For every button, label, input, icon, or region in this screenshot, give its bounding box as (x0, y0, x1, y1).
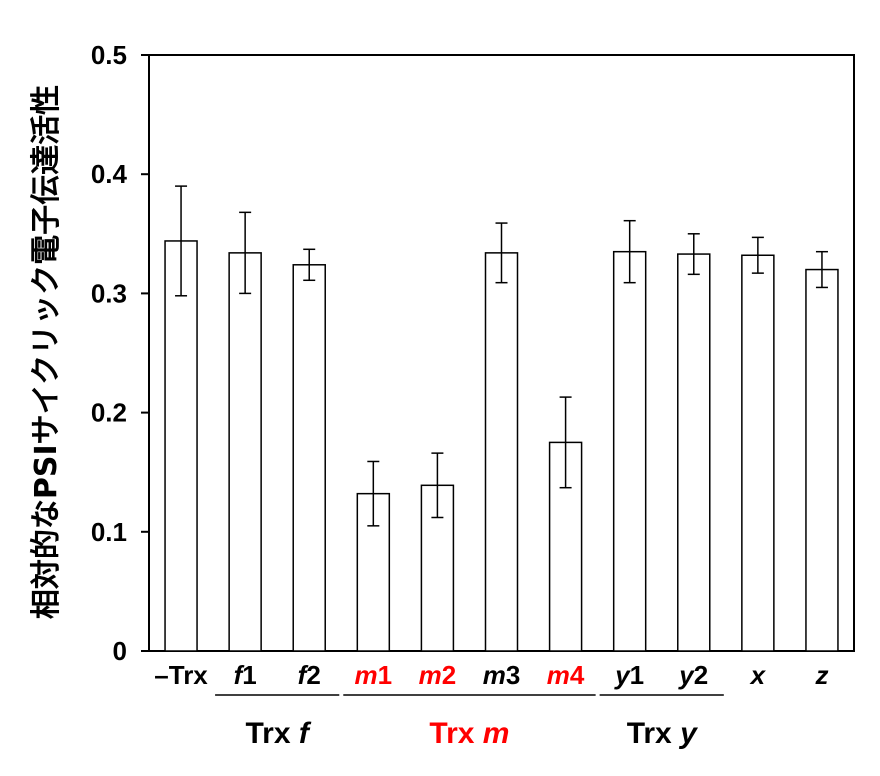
bar (677, 253, 711, 652)
group-label: Trx f (245, 717, 311, 750)
x-tick-label: y1 (613, 660, 644, 690)
bar (741, 254, 775, 652)
y-tick-label: 0.1 (91, 517, 127, 547)
x-tick-label-suffix: 2 (306, 660, 320, 690)
bar (164, 240, 198, 652)
x-tick-label: f1 (234, 660, 257, 690)
x-tick-label-italic: y (677, 660, 695, 690)
x-tick-label-italic: z (814, 660, 828, 690)
bars (164, 185, 839, 652)
y-tick-label: 0.4 (91, 159, 128, 189)
x-tick-label-suffix: 4 (570, 660, 585, 690)
group-label-text: Trx (627, 717, 680, 750)
y-axis-label: 相対的なPSIサイクリック電子伝達活性 (29, 85, 64, 619)
x-tick-label-italic: x (749, 660, 767, 690)
bar (292, 264, 326, 652)
x-tick-label-text: –Trx (154, 660, 208, 690)
y-axis: 0 0.1 0.2 0.3 0.4 0.5 (91, 40, 149, 666)
y-tick-label: 0 (113, 636, 127, 666)
x-tick-label-italic: m (483, 660, 506, 690)
x-tick-label-suffix: 2 (694, 660, 708, 690)
x-tick-label-suffix: 1 (630, 660, 644, 690)
x-tick-label: m2 (419, 660, 457, 690)
y-tick-label: 0.5 (91, 40, 127, 70)
x-tick-label-suffix: 3 (506, 660, 520, 690)
group-label: Trx y (627, 717, 698, 750)
x-tick-label-italic: f (298, 660, 309, 690)
x-tick-label-suffix: 1 (378, 660, 392, 690)
x-tick-label-italic: m (355, 660, 378, 690)
x-tick-label: y2 (677, 660, 708, 690)
group-label-italic: f (299, 717, 312, 750)
group-labels: Trx f Trx m Trx y (215, 694, 724, 750)
group-label: Trx m (429, 717, 509, 750)
bar (805, 268, 839, 652)
x-tick-label: f2 (298, 660, 321, 690)
group-label-text: Trx (245, 717, 298, 750)
y-tick-label: 0.3 (91, 278, 127, 308)
x-tick-label: –Trx (154, 660, 208, 690)
group-label-italic: y (678, 717, 698, 750)
x-tick-label-italic: m (419, 660, 442, 690)
bar (612, 250, 647, 652)
x-tick-label: m3 (483, 660, 521, 690)
x-tick-label: m1 (355, 660, 393, 690)
x-tick-label: m4 (547, 660, 585, 690)
bar (228, 252, 262, 652)
x-tick-label-italic: m (547, 660, 570, 690)
x-tick-label: x (749, 660, 767, 690)
x-axis-labels: –Trx f1 f2 m1 m2 m3 m4 y1 y2 x z (154, 660, 828, 690)
x-tick-label-suffix: 2 (442, 660, 456, 690)
group-label-text: Trx (429, 717, 482, 750)
x-tick-label-suffix: 1 (242, 660, 256, 690)
y-tick-label: 0.2 (91, 398, 127, 428)
bar (484, 252, 519, 652)
x-tick-label-italic: y (613, 660, 631, 690)
group-label-italic: m (483, 717, 510, 750)
x-tick-label: z (814, 660, 828, 690)
x-tick-label-italic: f (234, 660, 245, 690)
